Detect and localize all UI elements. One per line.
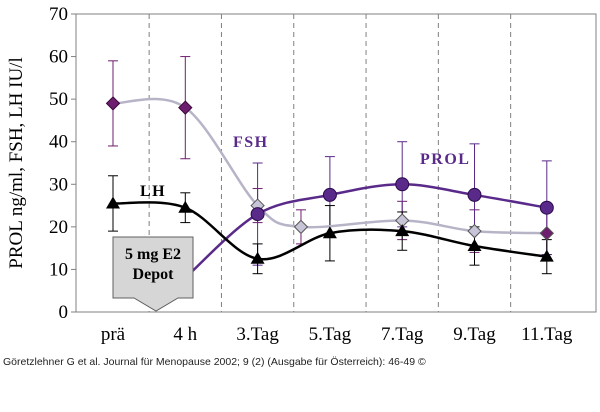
- series-label-prol: PROL: [420, 151, 470, 168]
- series-label-fsh: FSH: [233, 134, 269, 151]
- y-tick-label: 20: [49, 217, 68, 238]
- x-tick-labels: prä 4 h 3.Tag 5.Tag 7.Tag 9.Tag 11.Tag: [101, 324, 573, 345]
- x-tick-label: 11.Tag: [521, 324, 573, 345]
- source-caption: Göretzlehner G et al. Journal für Menopa…: [3, 356, 426, 368]
- y-tick-label: 0: [59, 302, 69, 323]
- y-tick-label: 30: [49, 174, 68, 195]
- fsh-marker: [178, 100, 193, 115]
- prol-marker: [539, 200, 554, 215]
- fsh-marker: [467, 223, 482, 239]
- e2-depot-annotation: 5 mg E2 Depot: [112, 236, 194, 312]
- y-axis-label: PROL ng/ml, FSH, LH IU/l: [6, 57, 27, 269]
- lh-marker: [539, 249, 554, 262]
- axes: [71, 13, 597, 313]
- e2-depot-label-line2: Depot: [133, 266, 175, 283]
- lh-marker: [395, 224, 410, 237]
- series-label-lh: LH: [140, 183, 166, 200]
- plot-frame: [75, 13, 597, 313]
- prol-marker: [395, 177, 410, 192]
- x-tick-label: prä: [101, 324, 126, 345]
- prol-marker: [467, 187, 482, 202]
- y-tick-label: 10: [49, 259, 68, 280]
- x-tick-label: 9.Tag: [453, 324, 496, 345]
- fsh-marker: [293, 219, 309, 235]
- x-tick-label: 5.Tag: [309, 324, 352, 345]
- lh-marker: [250, 251, 265, 264]
- lh-marker: [178, 200, 193, 213]
- lh-marker: [106, 196, 120, 209]
- x-tick-label: 7.Tag: [381, 324, 424, 345]
- prol-marker: [322, 187, 337, 202]
- grid-lines: [148, 14, 512, 312]
- y-tick-label: 70: [49, 4, 68, 25]
- fsh-marker: [105, 96, 121, 111]
- lh-marker: [322, 226, 337, 239]
- fsh-marker: [539, 226, 555, 241]
- e2-depot-arrow: [112, 236, 194, 312]
- y-tick-label: 60: [49, 47, 68, 68]
- e2-depot-label-line1: 5 mg E2: [125, 246, 181, 263]
- y-tick-label: 50: [49, 89, 68, 110]
- x-tick-label: 4 h: [173, 324, 197, 345]
- y-tick-label: 40: [49, 132, 68, 153]
- lh-marker: [467, 239, 482, 252]
- x-tick-label: 3.Tag: [236, 324, 279, 345]
- prol-marker: [250, 207, 265, 222]
- y-tick-labels: 0 10 20 30 40 50 60 70: [49, 4, 68, 323]
